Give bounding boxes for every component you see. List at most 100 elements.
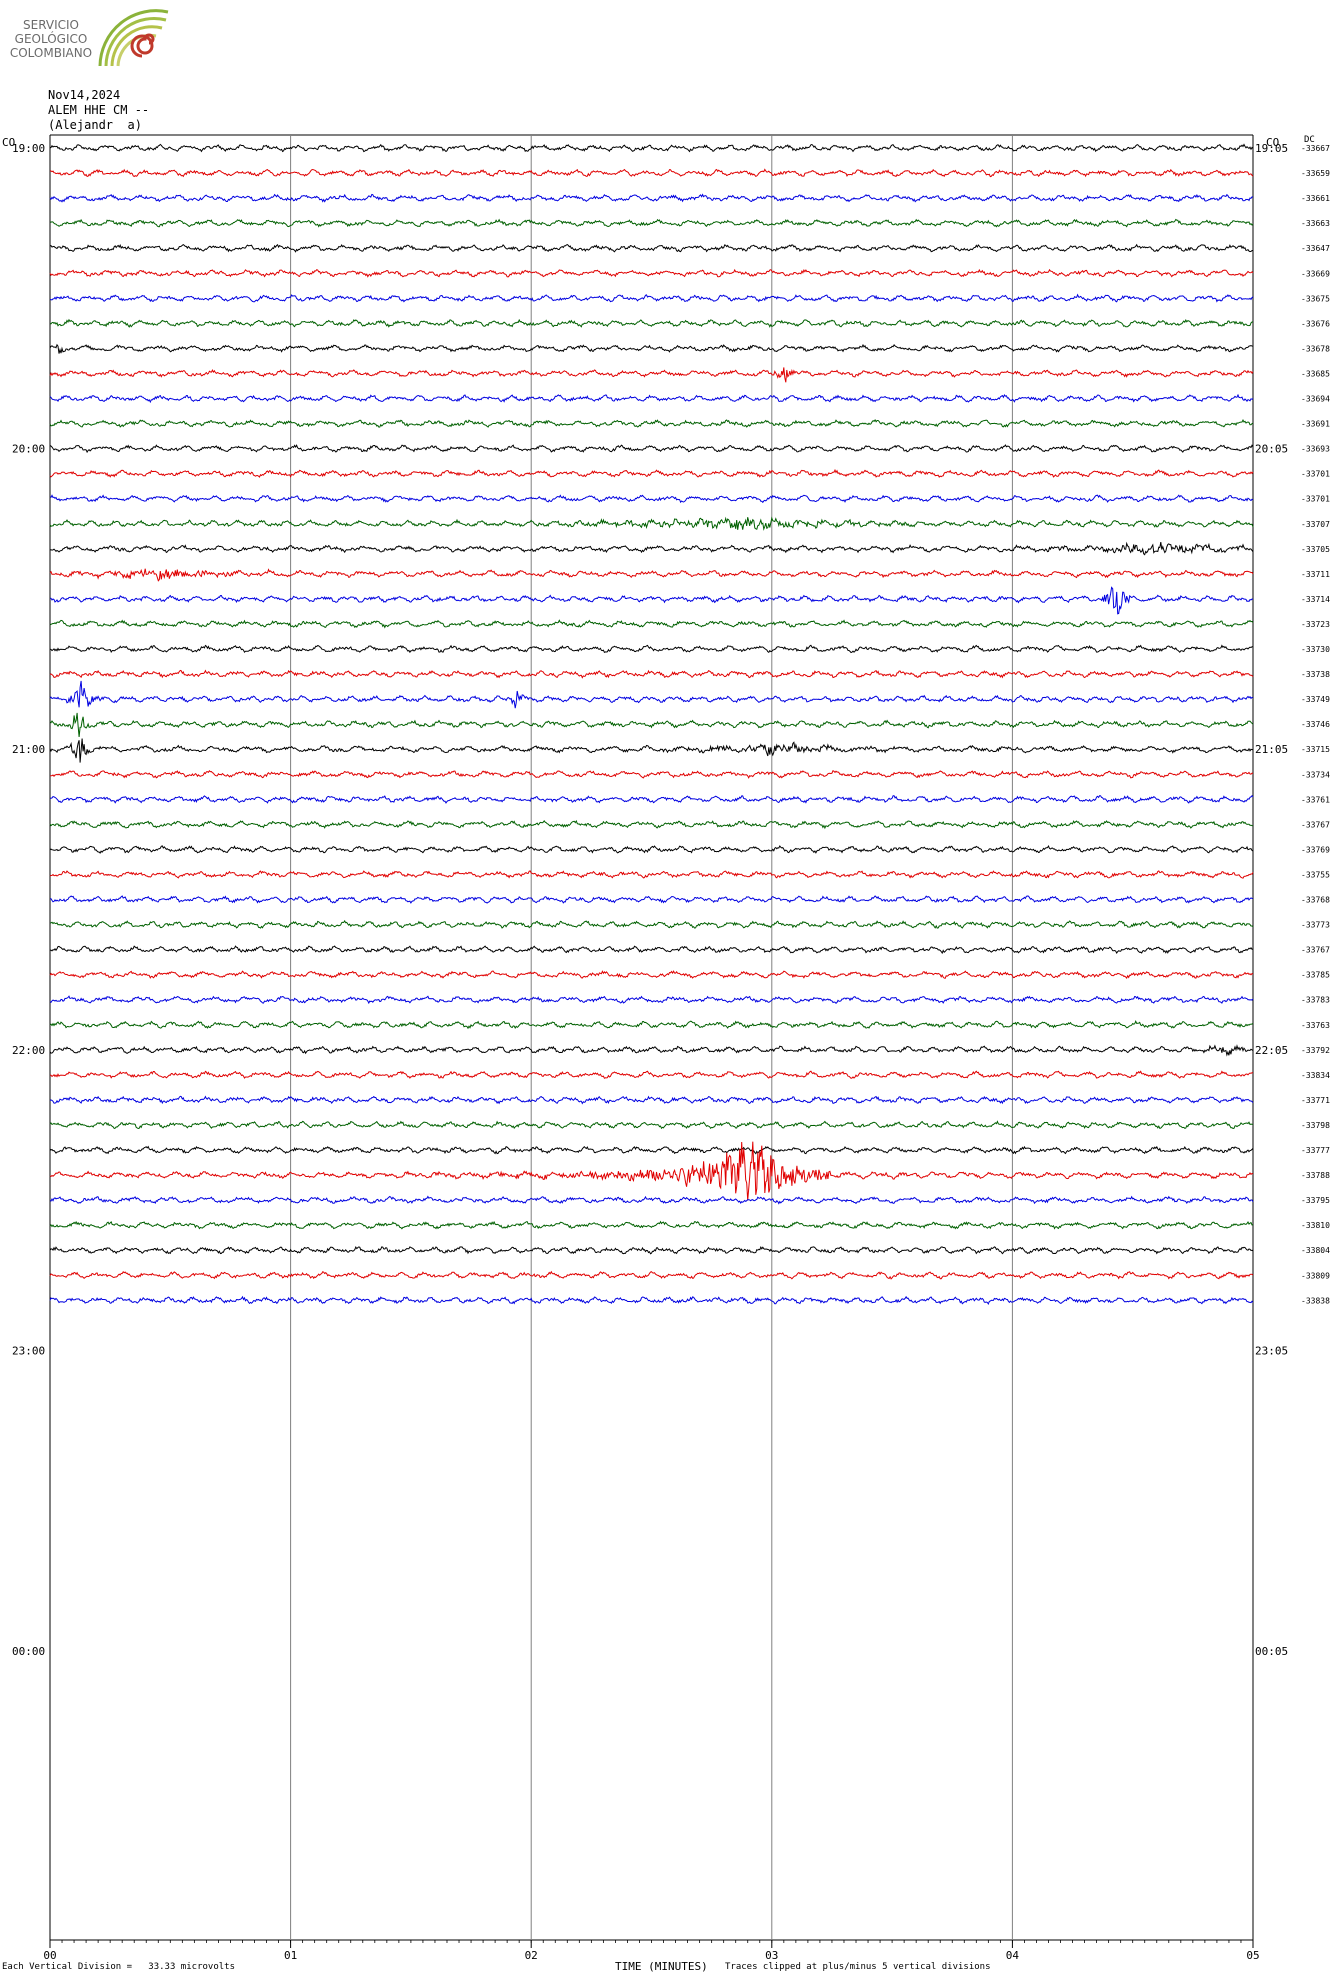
- dc-value-24: -33715: [1301, 745, 1330, 754]
- dc-value-38: -33771: [1301, 1096, 1330, 1105]
- x-axis-label: TIME (MINUTES): [615, 1960, 708, 1973]
- header: Nov14,2024 ALEM HHE CM -- (Alejandr a): [48, 88, 149, 133]
- dc-value-18: -33714: [1301, 595, 1330, 604]
- logo-line-1: SERVICIO: [23, 18, 79, 32]
- x-tick-label-02: 02: [525, 1949, 538, 1962]
- hour-label-right-2: 21:05: [1255, 743, 1288, 756]
- trace-2: [49, 193, 1254, 203]
- hour-label-left-2: 21:00: [12, 743, 45, 756]
- dc-value-10: -33694: [1301, 395, 1330, 404]
- dc-value-44: -33804: [1301, 1246, 1330, 1255]
- dc-value-35: -33763: [1301, 1021, 1330, 1030]
- dc-value-30: -33768: [1301, 896, 1330, 905]
- dc-value-46: -33838: [1301, 1296, 1330, 1305]
- trace-43: [49, 1220, 1254, 1230]
- trace-45: [49, 1270, 1254, 1280]
- header-station: ALEM HHE CM --: [48, 103, 150, 117]
- dc-value-16: -33705: [1301, 545, 1330, 554]
- trace-13: [49, 468, 1254, 478]
- dc-value-39: -33798: [1301, 1121, 1330, 1130]
- dc-value-4: -33647: [1301, 244, 1330, 253]
- left-tz-label: CO: [2, 136, 15, 149]
- dc-value-33: -33785: [1301, 971, 1330, 980]
- x-tick-label-05: 05: [1246, 1949, 1259, 1962]
- trace-9: [49, 367, 1254, 383]
- trace-25: [49, 769, 1254, 779]
- trace-6: [49, 293, 1254, 303]
- hour-label-right-3: 22:05: [1255, 1044, 1288, 1057]
- dc-value-43: -33810: [1301, 1221, 1330, 1230]
- hour-label-left-4: 23:00: [12, 1344, 45, 1357]
- dc-value-23: -33746: [1301, 720, 1330, 729]
- dc-value-26: -33761: [1301, 795, 1330, 804]
- dc-value-31: -33773: [1301, 921, 1330, 930]
- dc-value-0: -33667: [1301, 144, 1330, 153]
- logo-arc-2: [104, 16, 167, 67]
- trace-32: [49, 945, 1254, 955]
- trace-40: [49, 1145, 1254, 1155]
- trace-28: [49, 845, 1254, 854]
- trace-22: [49, 680, 1254, 709]
- trace-19: [49, 619, 1254, 629]
- dc-value-7: -33676: [1301, 319, 1330, 328]
- minute-gridlines: [49, 135, 1254, 1948]
- plot-frame: [49, 134, 1254, 1941]
- trace-27: [49, 819, 1254, 830]
- dc-value-41: -33788: [1301, 1171, 1330, 1180]
- dc-value-21: -33738: [1301, 670, 1330, 679]
- dc-value-34: -33783: [1301, 996, 1330, 1005]
- trace-46: [49, 1295, 1254, 1305]
- trace-34: [49, 995, 1254, 1005]
- logo-line-3: COLOMBIANO: [9, 46, 93, 60]
- trace-21: [49, 669, 1254, 679]
- dc-value-11: -33691: [1301, 420, 1330, 429]
- dc-value-29: -33755: [1301, 870, 1330, 879]
- trace-1: [49, 168, 1254, 178]
- dc-value-17: -33711: [1301, 570, 1330, 579]
- dc-value-32: -33767: [1301, 946, 1330, 955]
- dc-value-12: -33693: [1301, 445, 1330, 454]
- trace-24: [49, 738, 1254, 763]
- trace-11: [49, 418, 1254, 428]
- clip-note: Traces clipped at plus/minus 5 vertical …: [725, 1962, 991, 1972]
- trace-38: [49, 1095, 1254, 1105]
- hour-label-right-4: 23:05: [1255, 1344, 1288, 1357]
- trace-8: [49, 343, 1254, 354]
- trace-18: [49, 586, 1254, 615]
- dc-value-19: -33723: [1301, 620, 1330, 629]
- trace-31: [49, 919, 1254, 929]
- dc-value-36: -33792: [1301, 1046, 1330, 1055]
- dc-value-9: -33685: [1301, 369, 1330, 378]
- dc-value-20: -33730: [1301, 645, 1330, 654]
- dc-value-40: -33777: [1301, 1146, 1330, 1155]
- dc-value-22: -33749: [1301, 695, 1330, 704]
- x-tick-label-04: 04: [1006, 1949, 1020, 1962]
- trace-39: [49, 1120, 1254, 1130]
- trace-12: [49, 444, 1254, 454]
- hour-label-right-5: 00:05: [1255, 1645, 1288, 1658]
- trace-3: [49, 218, 1254, 228]
- hour-label-left-1: 20:00: [12, 443, 45, 456]
- trace-14: [49, 494, 1254, 504]
- dc-value-14: -33701: [1301, 495, 1330, 504]
- trace-41: [49, 1141, 1254, 1201]
- dc-value-28: -33769: [1301, 845, 1330, 854]
- trace-7: [49, 318, 1254, 328]
- trace-10: [49, 393, 1254, 404]
- trace-33: [49, 970, 1254, 980]
- dc-value-1: -33659: [1301, 169, 1330, 178]
- dc-value-5: -33669: [1301, 269, 1330, 278]
- seismic-traces: [49, 143, 1254, 1305]
- trace-29: [49, 870, 1254, 879]
- dc-value-25: -33734: [1301, 770, 1330, 779]
- logo-arc-3: [110, 25, 163, 67]
- trace-0: [49, 143, 1254, 153]
- trace-44: [49, 1245, 1254, 1255]
- dc-value-37: -33834: [1301, 1071, 1330, 1080]
- trace-23: [49, 712, 1254, 738]
- header-name: (Alejandr a): [48, 118, 142, 132]
- trace-42: [49, 1195, 1254, 1205]
- axis-labels: 00 01 02 03 04 05 CO CO DC 19:00 19:05 20:00 20:05 21…: [2, 135, 1330, 1962]
- hour-label-left-5: 00:00: [12, 1645, 45, 1658]
